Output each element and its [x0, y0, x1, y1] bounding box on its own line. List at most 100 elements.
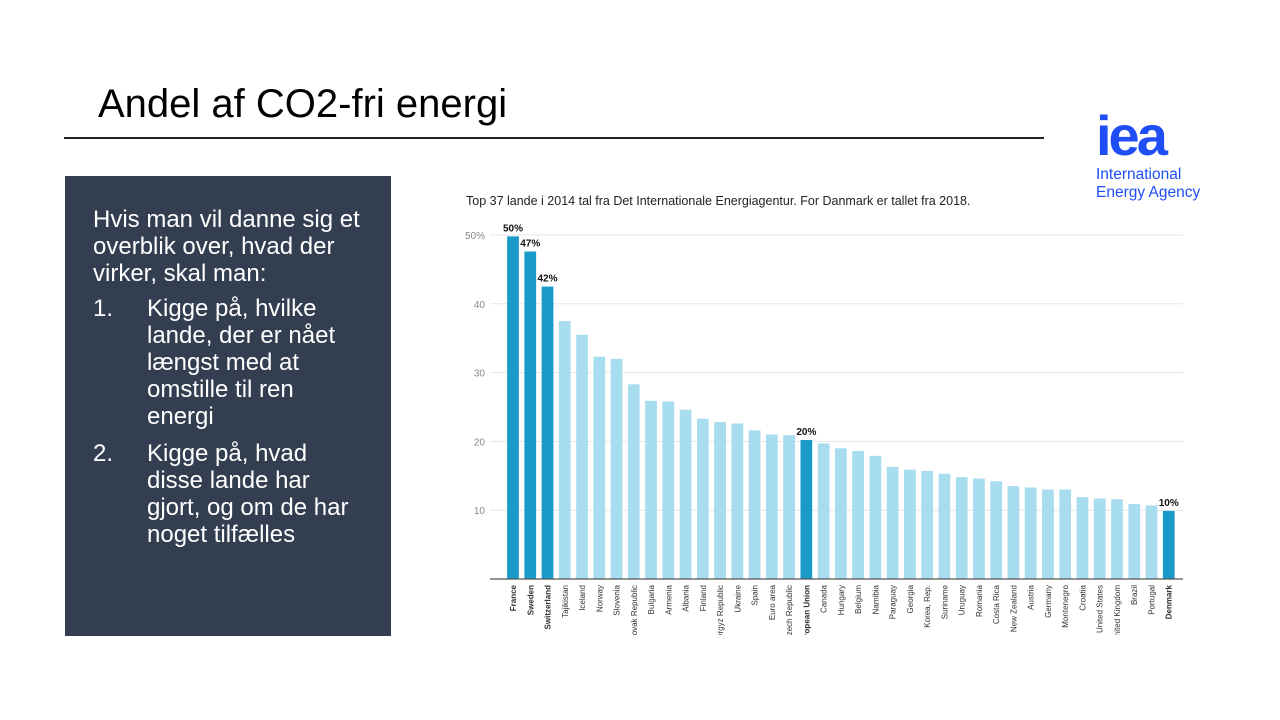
- y-tick-label: 50%: [465, 231, 485, 242]
- bar: [921, 470, 934, 579]
- bar: [765, 434, 778, 579]
- bar: [627, 384, 640, 579]
- steps-list: 1. Kigge på, hvilke lande, der er nået l…: [93, 295, 367, 548]
- x-tick-label: Albania: [682, 584, 691, 611]
- bar: [938, 473, 951, 579]
- bar: [1093, 498, 1106, 579]
- bar: [1162, 510, 1175, 579]
- x-tick-label: Bulgaria: [647, 584, 656, 614]
- x-tick-label: Suriname: [940, 584, 949, 619]
- bar: [696, 418, 709, 579]
- bar: [886, 466, 899, 579]
- bar: [835, 448, 847, 579]
- x-tick-label: Hungary: [837, 585, 846, 615]
- x-tick-label: Germany: [1044, 585, 1053, 618]
- bar: [507, 236, 519, 579]
- list-number: 2.: [93, 440, 114, 467]
- bar: [1111, 499, 1123, 579]
- data-label: 47%: [520, 239, 540, 250]
- bar: [679, 409, 692, 579]
- x-tick-label: Canada: [820, 584, 829, 613]
- list-item: 2. Kigge på, hvad disse lande har gjort,…: [93, 440, 367, 548]
- x-tick-label: Switzerland: [544, 585, 553, 630]
- bar: [1007, 486, 1020, 579]
- list-number: 1.: [93, 295, 114, 322]
- bar: [748, 430, 761, 579]
- bar: [610, 358, 623, 579]
- list-text: Kigge på, hvilke lande, der er nået læng…: [147, 295, 336, 430]
- y-tick-label: 10: [474, 506, 486, 517]
- iea-logo-line1: International: [1096, 166, 1182, 183]
- slide-title: Andel af CO2-fri energi: [98, 82, 508, 126]
- bar: [1024, 487, 1037, 579]
- x-tick-label: France: [509, 584, 518, 611]
- y-tick-label: 20: [474, 437, 486, 448]
- x-tick-label: Austria: [1027, 584, 1036, 609]
- data-label: 10%: [1159, 498, 1179, 509]
- x-tick-label: Portugal: [1147, 585, 1156, 615]
- x-tick-label: Belgium: [854, 585, 863, 614]
- bar: [524, 251, 537, 579]
- data-label: 42%: [538, 274, 558, 285]
- iea-logo: iea International Energy Agency: [1096, 104, 1216, 202]
- x-tick-label: Czech Republic: [785, 585, 794, 635]
- iea-logo-line2: Energy Agency: [1096, 184, 1201, 201]
- x-tick-label: Spain: [751, 585, 760, 605]
- bar: [1128, 504, 1141, 579]
- x-tick-label: Kyrgyz Republic: [716, 585, 725, 635]
- bar: [955, 477, 968, 579]
- x-tick-label: Tajikistan: [561, 585, 570, 618]
- bar: [783, 435, 795, 579]
- bar: [593, 356, 606, 579]
- data-label: 50%: [503, 223, 523, 234]
- bar: [558, 321, 571, 579]
- bar: [645, 400, 657, 579]
- bar: [852, 451, 864, 579]
- x-tick-label: Armenia: [664, 584, 673, 614]
- x-tick-label: Norway: [595, 585, 604, 612]
- bar: [990, 481, 1003, 579]
- list-item: 1. Kigge på, hvilke lande, der er nået l…: [93, 295, 367, 430]
- x-tick-label: Paraguay: [889, 585, 898, 619]
- bar: [800, 440, 813, 579]
- iea-logo-text: International Energy Agency: [1096, 166, 1216, 202]
- bar: [1076, 497, 1089, 579]
- bar: [817, 443, 830, 579]
- bar: [1145, 505, 1158, 579]
- x-tick-label: Iceland: [578, 585, 587, 611]
- x-tick-label: Costa Rica: [992, 584, 1001, 624]
- title-divider: [64, 137, 1044, 139]
- y-tick-label: 40: [474, 300, 486, 311]
- x-tick-label: Namibia: [871, 584, 880, 614]
- iea-logo-mark: iea: [1096, 104, 1168, 167]
- x-tick-label: Sweden: [526, 585, 535, 615]
- bar: [731, 423, 744, 579]
- x-tick-label: United States: [1096, 585, 1105, 633]
- bar: [1042, 489, 1054, 579]
- x-tick-label: New Zealand: [1009, 585, 1018, 632]
- x-tick-label: Uruguay: [958, 585, 967, 615]
- bar: [541, 286, 554, 579]
- x-tick-label: Finland: [699, 585, 708, 611]
- x-tick-label: Slovenia: [613, 584, 622, 615]
- x-tick-label: Korea, Rep.: [923, 585, 932, 628]
- y-tick-label: 30: [474, 369, 486, 380]
- bar-chart: 10 20 30 40 50% 50% France 47% Sweden 42% Switzerl…: [465, 223, 1183, 635]
- x-tick-label: Montenegro: [1061, 584, 1070, 627]
- bar: [904, 469, 916, 579]
- x-tick-label: Croatia: [1078, 584, 1087, 610]
- chart-title: Top 37 lande i 2014 tal fra Det Internat…: [466, 194, 971, 208]
- x-tick-label: Ukraine: [733, 584, 742, 612]
- text-panel: Hvis man vil danne sig et overblik over,…: [65, 176, 391, 636]
- panel-intro: Hvis man vil danne sig et overblik over,…: [93, 206, 360, 287]
- bar: [1059, 489, 1072, 579]
- list-text: Kigge på, hvad disse lande har gjort, og…: [147, 440, 349, 548]
- x-tick-label: European Union: [802, 585, 811, 635]
- x-tick-label: Denmark: [1165, 584, 1174, 619]
- x-tick-label: Georgia: [906, 584, 915, 613]
- x-tick-label: United Kingdom: [1113, 585, 1122, 635]
- x-tick-label: Slovak Republic: [630, 585, 639, 635]
- bar: [662, 401, 675, 579]
- x-tick-label: Euro area: [768, 584, 777, 620]
- x-tick-label: Brazil: [1130, 585, 1139, 605]
